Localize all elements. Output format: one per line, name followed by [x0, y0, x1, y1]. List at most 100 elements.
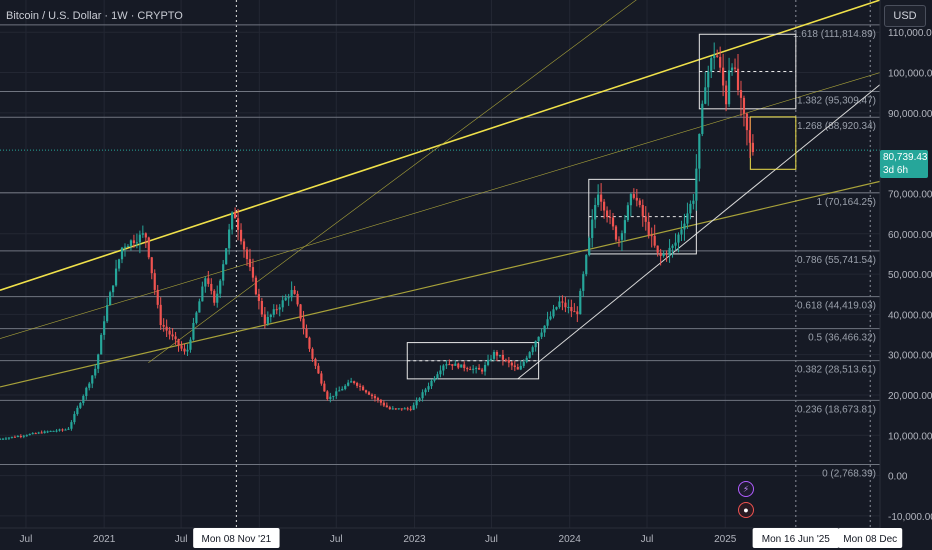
candle-body — [4, 438, 8, 440]
candle-body — [46, 431, 49, 433]
candle-body — [602, 201, 606, 211]
candle-body — [123, 246, 127, 248]
candle-body — [88, 383, 91, 388]
y-tick-label: 60,000.00 — [888, 230, 932, 241]
candle-body — [519, 365, 522, 370]
candle-body — [427, 386, 430, 390]
candle-body — [1, 438, 5, 440]
candle-body — [52, 430, 55, 432]
candle-body — [132, 240, 136, 244]
candle-body — [617, 239, 621, 241]
candle-body — [623, 220, 627, 234]
candle-body — [716, 55, 719, 57]
candle-body — [138, 234, 141, 243]
candle-body — [269, 314, 272, 317]
candle-body — [439, 370, 442, 375]
fib-label: 0.786 (55,741.54) — [797, 255, 876, 266]
candle-body — [513, 365, 516, 368]
candle-body — [570, 307, 573, 312]
candle-body — [576, 311, 579, 315]
candle-body — [674, 242, 677, 246]
candle-body — [22, 435, 25, 437]
x-marker-label: Mon 16 Jun '25 — [762, 534, 831, 545]
candle-body — [284, 297, 287, 301]
candle-body — [742, 97, 746, 114]
candle-body — [76, 407, 79, 415]
candle-body — [540, 332, 543, 337]
candle-body — [55, 430, 58, 432]
candle-body — [198, 301, 201, 313]
x-tick-label: Jul — [485, 534, 498, 545]
candle-body — [329, 396, 332, 400]
candle-body — [736, 68, 740, 91]
candle-body — [195, 312, 198, 323]
candle-body — [582, 274, 585, 291]
candle-body — [338, 390, 341, 392]
candle-body — [61, 429, 64, 431]
candle-body — [239, 229, 243, 242]
candlesticks — [0, 42, 754, 440]
candle-body — [299, 304, 302, 319]
x-marker-label: Mon 08 Dec — [843, 534, 897, 545]
candle-body — [668, 247, 671, 255]
candle-body — [665, 253, 668, 255]
candle-body — [629, 194, 632, 206]
trendline — [517, 84, 881, 380]
candle-body — [585, 255, 588, 275]
candle-body — [463, 364, 466, 369]
candle-body — [719, 56, 722, 68]
x-tick-label: Jul — [175, 534, 188, 545]
candle-body — [641, 204, 644, 217]
trendline — [148, 0, 637, 363]
candle-body — [13, 436, 16, 438]
candle-body — [111, 285, 115, 293]
trendlines — [0, 0, 881, 388]
y-tick-label: 110,000.00 — [888, 28, 932, 39]
candle-body — [165, 326, 168, 331]
candle-body — [469, 369, 472, 371]
candle-body — [704, 87, 707, 104]
currency-button[interactable]: USD — [884, 5, 926, 27]
candle-body — [498, 354, 502, 356]
candle-body — [210, 283, 213, 291]
candle-body — [228, 229, 231, 249]
candle-body — [317, 365, 320, 374]
candle-body — [600, 194, 603, 202]
candle-body — [311, 348, 314, 359]
candle-body — [486, 359, 490, 365]
flag-icon[interactable]: ● — [738, 502, 754, 518]
candle-body — [120, 247, 124, 260]
candle-body — [567, 307, 570, 309]
candle-body — [594, 205, 597, 220]
candle-body — [109, 292, 112, 306]
candle-body — [213, 290, 216, 303]
candle-body — [302, 318, 305, 329]
y-tick-label: 10,000.00 — [888, 431, 932, 442]
candle-body — [320, 373, 323, 384]
lightning-icon[interactable]: ⚡ — [738, 481, 754, 497]
candle-body — [344, 385, 347, 389]
candle-body — [591, 219, 594, 238]
x-tick-label: Jul — [641, 534, 654, 545]
candle-body — [632, 194, 635, 198]
candle-body — [707, 71, 710, 88]
candle-body — [308, 337, 311, 349]
candle-body — [275, 309, 278, 311]
candle-body — [695, 168, 698, 201]
candle-body — [635, 197, 638, 201]
candle-body — [510, 362, 513, 366]
candle-body — [501, 354, 505, 360]
candle-body — [356, 383, 359, 386]
candle-body — [573, 311, 576, 313]
candle-body — [10, 436, 14, 438]
candle-body — [341, 388, 344, 391]
x-tick-label: 2025 — [714, 534, 737, 545]
candle-body — [745, 113, 749, 131]
y-tick-label: 90,000.00 — [888, 109, 932, 120]
candle-body — [141, 233, 144, 235]
candle-body — [418, 398, 421, 401]
candle-body — [43, 431, 46, 434]
candle-body — [495, 352, 499, 356]
